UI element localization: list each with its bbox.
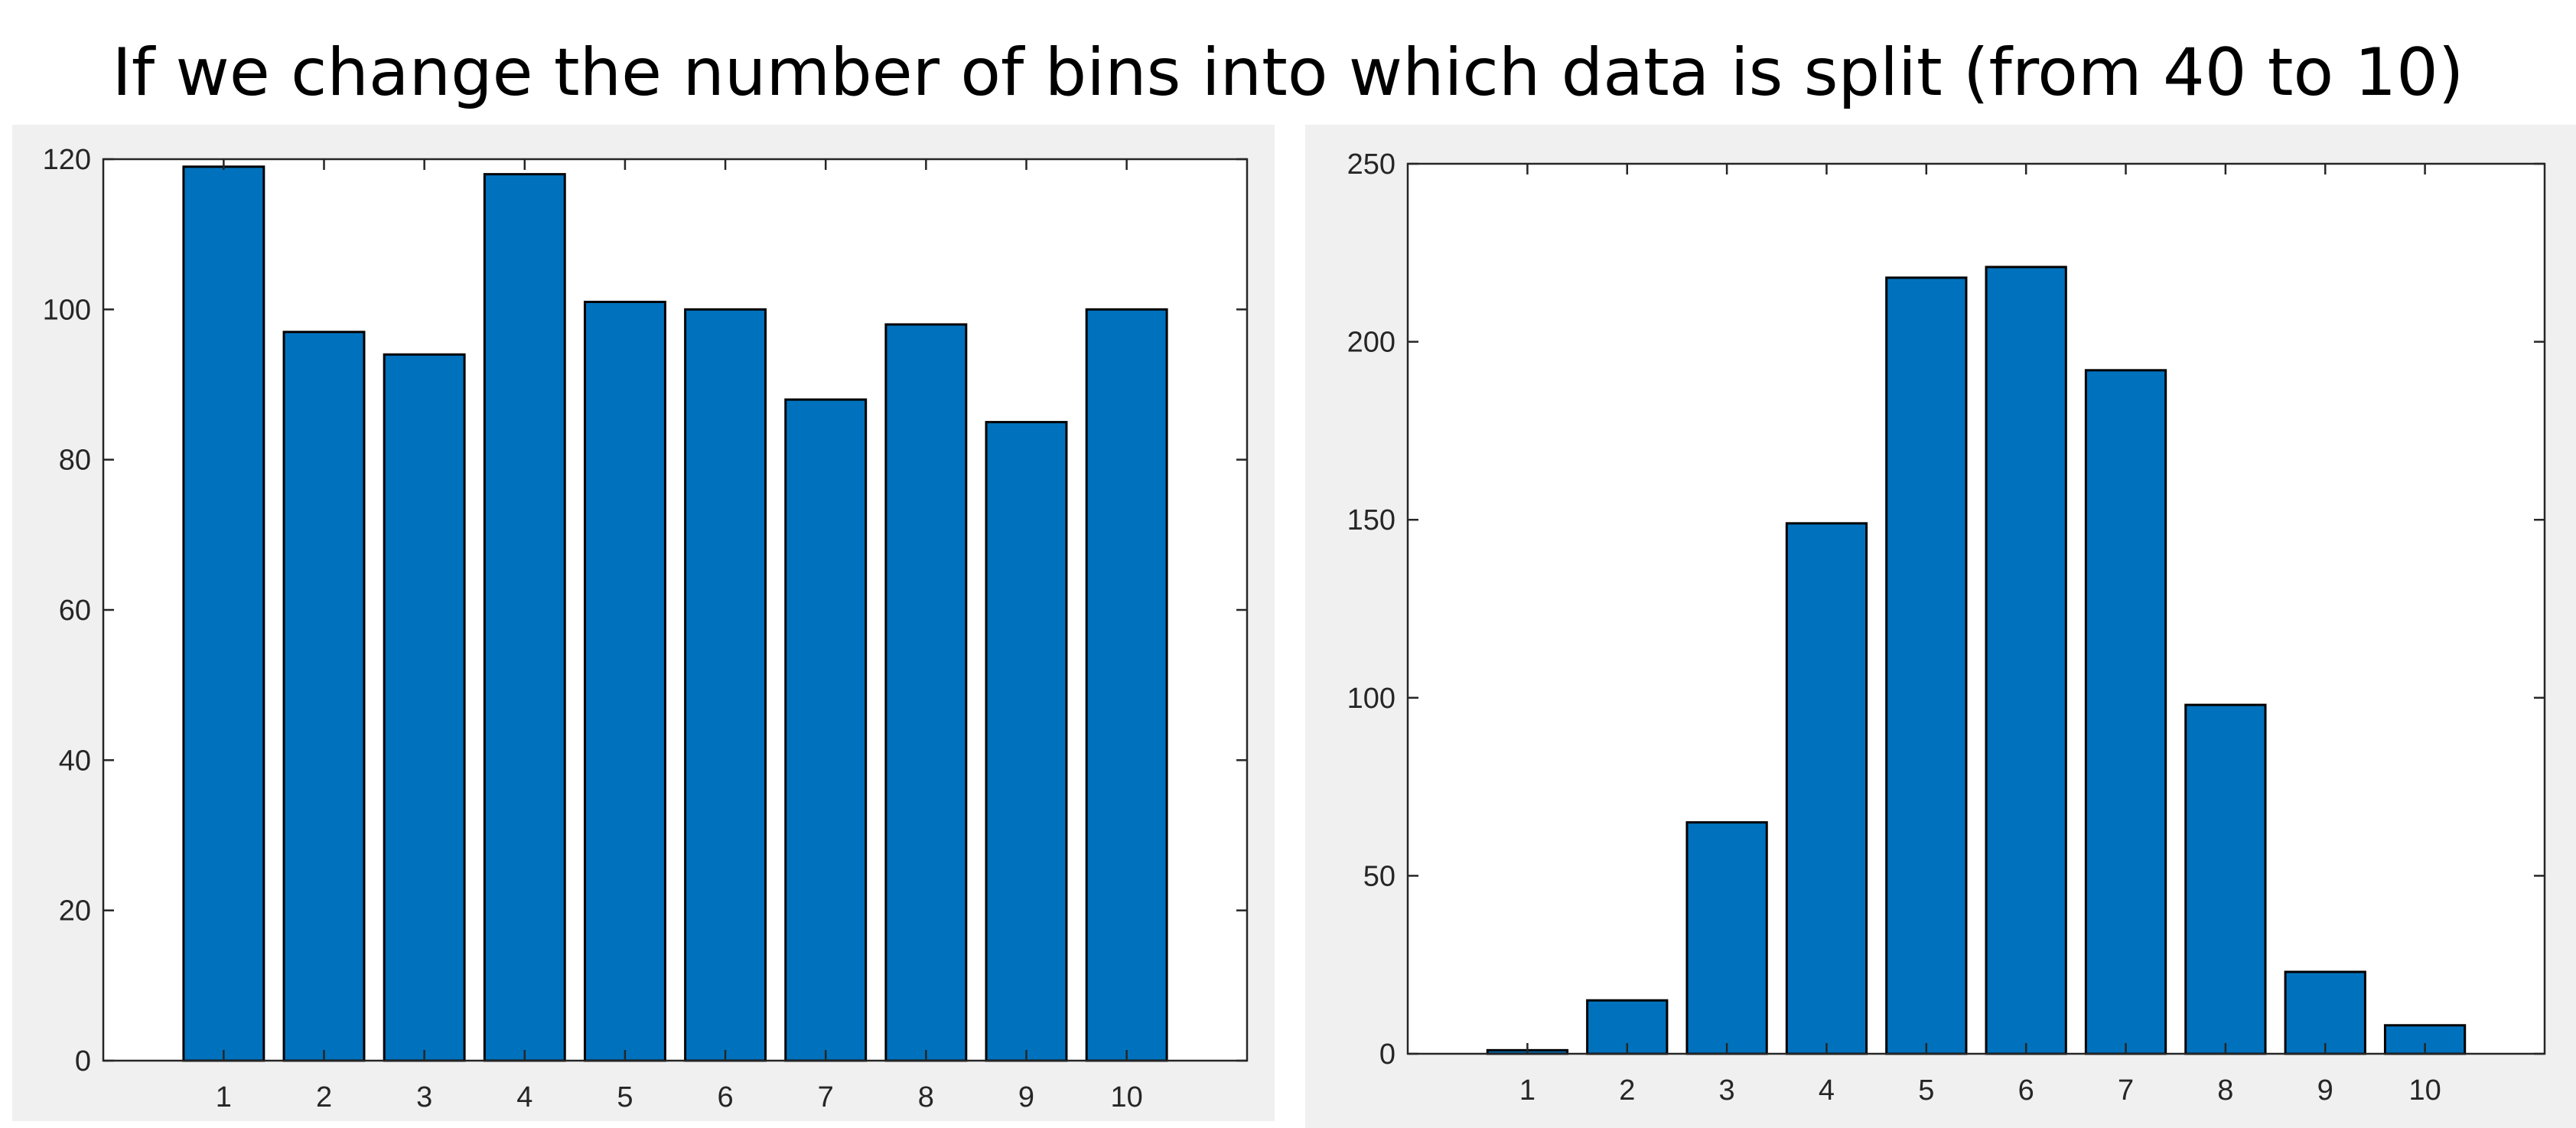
right-chart-plot-area [1408,164,2545,1054]
right-chart-xtick-label: 10 [2408,1074,2441,1107]
right-chart-ytick-label: 0 [1379,1038,1395,1071]
right-chart-ytick-label: 100 [1347,683,1395,715]
right-chart-ytick-label: 250 [1347,148,1395,181]
right-chart-xtick-label: 7 [2118,1074,2134,1107]
right-chart-xtick-label: 9 [2317,1074,2333,1107]
left-chart-bar-9 [985,421,1068,1062]
right-chart-xtick-label: 2 [1619,1074,1635,1107]
right-chart-axes-box [1406,162,2546,1055]
right-chart-bar-9 [2284,970,2366,1055]
right-chart-bar-5 [1885,276,1968,1055]
left-chart-bar-10 [1085,308,1168,1062]
right-chart-panel: 0 50 100 150 200 250 1 2 3 4 5 6 7 8 9 10 [1305,125,2576,1128]
left-chart-xtick-label: 1 [216,1081,232,1113]
right-chart-xtick-label: 4 [1819,1074,1835,1107]
right-chart-bar-3 [1685,821,1768,1055]
right-chart-xtick-label: 1 [1519,1074,1536,1107]
left-chart-bar-2 [282,331,366,1062]
left-chart-ytick-label: 0 [75,1045,91,1077]
left-chart-ytick-label: 120 [43,144,91,176]
right-chart-xtick-label: 3 [1719,1074,1735,1107]
left-chart-panel: 0 20 40 60 80 100 120 1 2 3 4 5 6 7 8 9 10 [12,125,1275,1121]
right-chart-bar-7 [2084,369,2167,1055]
right-chart-xtick-label: 8 [2217,1074,2233,1107]
right-chart-bar-4 [1785,522,1868,1055]
left-chart-xtick-label: 7 [818,1081,834,1113]
left-chart-xtick-label: 4 [516,1081,532,1113]
left-chart-ytick-label: 80 [59,445,91,477]
right-chart-xtick-label: 5 [1918,1074,1934,1107]
left-chart-ytick-label: 100 [43,294,91,326]
left-chart-xtick-label: 6 [717,1081,733,1113]
left-chart-ytick-label: 60 [59,595,91,627]
left-chart-ytick-label: 20 [59,895,91,928]
left-chart-xtick-label: 9 [1018,1081,1034,1113]
left-chart-bar-4 [483,173,566,1062]
left-chart-bar-6 [684,308,767,1062]
left-chart-bar-5 [583,301,666,1062]
page-title: If we change the number of bins into whi… [112,34,2464,111]
right-chart-bar-6 [1985,266,2067,1055]
left-chart-xtick-label: 10 [1110,1081,1142,1113]
left-chart-plot-area [103,159,1247,1061]
right-chart-bar-8 [2184,703,2267,1055]
left-bar-chart: 0 20 40 60 80 100 120 1 2 3 4 5 6 7 8 9 10 [43,144,1249,1113]
left-chart-bar-7 [784,398,868,1062]
right-chart-xtick-label: 6 [2018,1074,2034,1107]
right-bar-chart: 0 50 100 150 200 250 1 2 3 4 5 6 7 8 9 10 [1347,148,2546,1107]
left-chart-xtick-label: 3 [416,1081,432,1113]
right-chart-ytick-label: 200 [1347,327,1395,359]
right-chart-ytick-label: 50 [1363,860,1395,892]
left-chart-bar-8 [884,323,968,1062]
right-chart-ytick-label: 150 [1347,504,1395,536]
left-chart-xtick-label: 5 [617,1081,633,1113]
left-chart-xtick-label: 2 [316,1081,332,1113]
left-chart-ytick-label: 40 [59,745,91,777]
left-chart-bar-1 [182,165,265,1062]
left-chart-bar-3 [383,353,466,1062]
left-chart-xtick-label: 8 [918,1081,934,1113]
